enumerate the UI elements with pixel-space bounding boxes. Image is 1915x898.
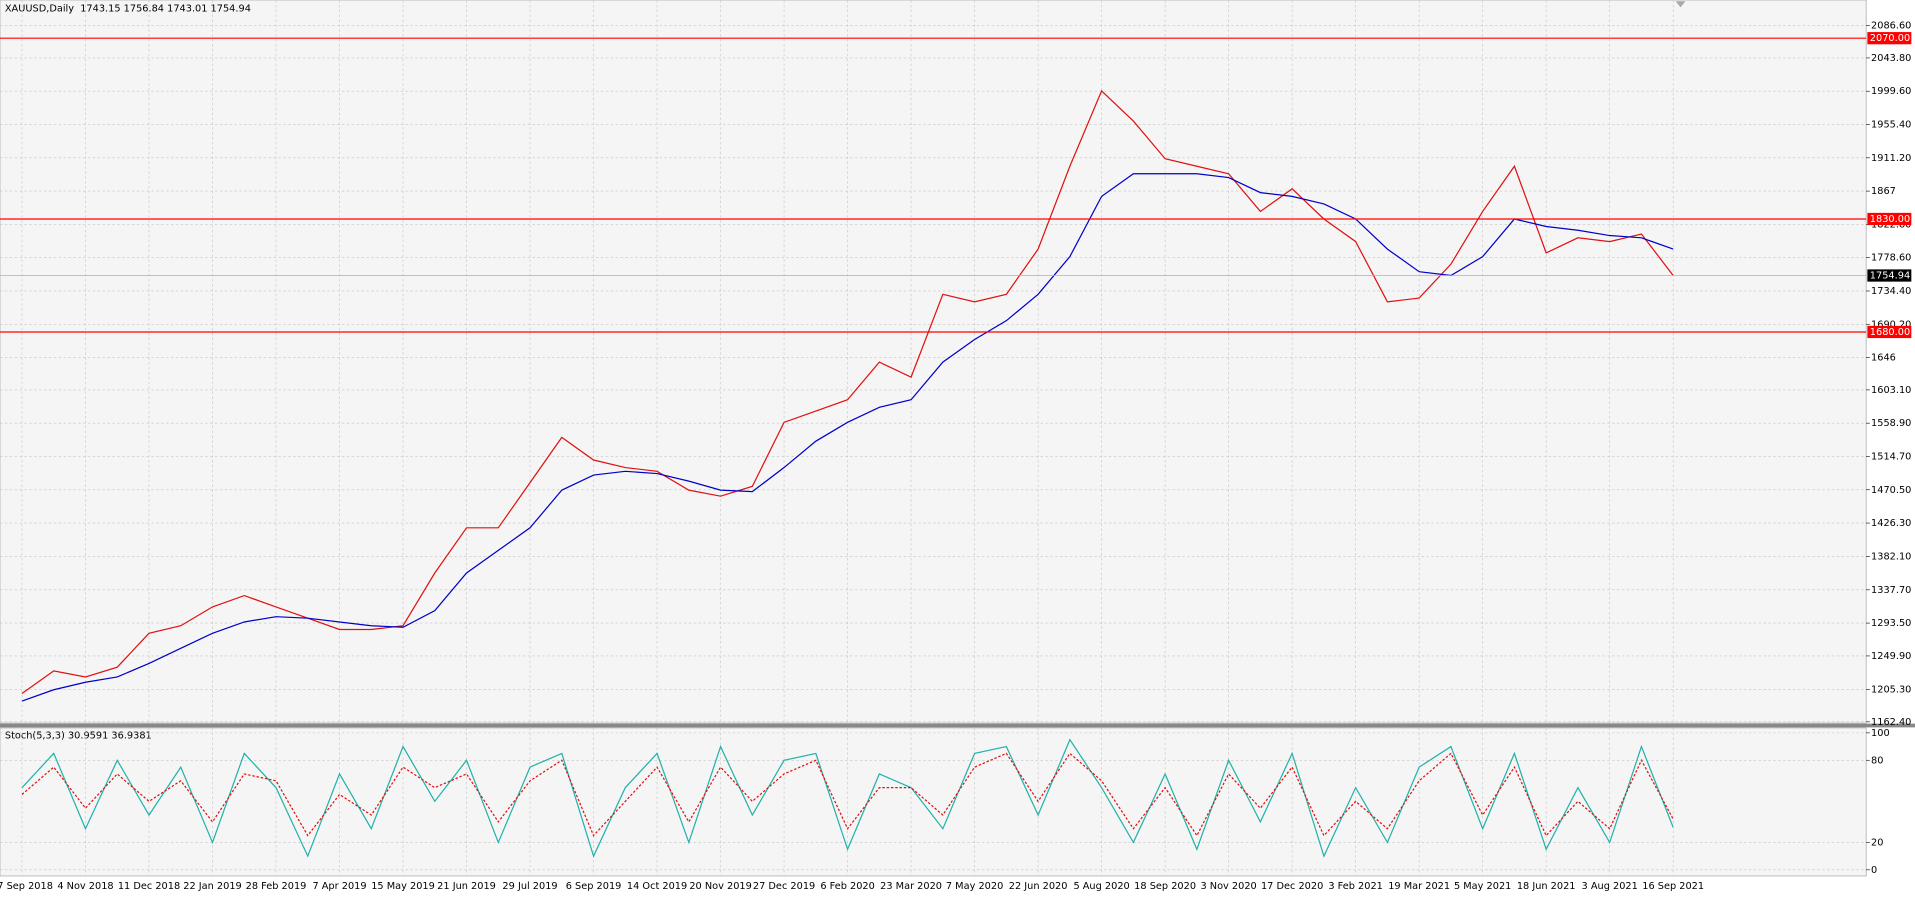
y-tick-label: 80	[1871, 755, 1883, 766]
x-tick-label: 7 May 2020	[946, 881, 1003, 892]
y-tick-label: 1999.60	[1871, 86, 1911, 97]
level-label: 1680.00	[1870, 327, 1910, 338]
x-tick-label: 3 Nov 2020	[1200, 881, 1256, 892]
x-tick-label: 27 Sep 2018	[0, 881, 53, 892]
y-tick-label: 1911.20	[1871, 153, 1911, 164]
y-tick-label: 1337.70	[1871, 585, 1911, 596]
y-tick-label: 1558.90	[1871, 418, 1911, 429]
y-tick-label: 1205.30	[1871, 685, 1911, 696]
stoch-panel	[0, 727, 1867, 877]
x-tick-label: 5 May 2021	[1454, 881, 1511, 892]
x-tick-label: 19 Mar 2021	[1388, 881, 1450, 892]
y-tick-label: 1293.50	[1871, 618, 1911, 629]
y-tick-label: 2043.80	[1871, 53, 1911, 64]
x-tick-label: 6 Feb 2020	[820, 881, 875, 892]
y-tick-label: 1690.20	[1871, 319, 1911, 330]
price-label: 1754.94	[1870, 271, 1910, 282]
main-panel	[0, 0, 1867, 724]
series-line	[21, 752, 1674, 837]
x-tick-label: 22 Jan 2019	[183, 881, 241, 892]
y-tick-label: 1249.90	[1871, 651, 1911, 662]
x-tick-label: 7 Apr 2019	[312, 881, 366, 892]
y-tick-label: 1734.40	[1871, 286, 1911, 297]
y-tick-label: 1867	[1871, 186, 1896, 197]
x-tick-label: 21 Jun 2019	[437, 881, 496, 892]
level-label-bg	[1867, 325, 1912, 339]
x-tick-label: 27 Dec 2019	[753, 881, 815, 892]
x-tick-label: 6 Sep 2019	[566, 881, 622, 892]
y-tick-label: 0	[1871, 865, 1877, 876]
y-tick-label: 1426.30	[1871, 518, 1911, 529]
price-label-bg	[1867, 269, 1912, 282]
y-tick-label: 20	[1871, 837, 1883, 848]
y-tick-label: 2086.60	[1871, 21, 1911, 32]
x-tick-label: 14 Oct 2019	[627, 881, 687, 892]
x-tick-label: 17 Dec 2020	[1261, 881, 1323, 892]
level-label-bg	[1867, 32, 1912, 45]
y-tick-label: 1603.10	[1871, 385, 1911, 396]
x-tick-label: 3 Feb 2021	[1328, 881, 1383, 892]
y-tick-label: 100	[1871, 728, 1890, 739]
level-label-bg	[1867, 212, 1912, 226]
x-tick-label: 16 Sep 2021	[1642, 881, 1704, 892]
series-line	[21, 738, 1674, 858]
x-tick-label: 20 Nov 2019	[689, 881, 751, 892]
shift-marker	[1675, 1, 1686, 8]
y-tick-label: 1514.70	[1871, 451, 1911, 462]
y-tick-label: 1382.10	[1871, 551, 1911, 562]
series-line	[21, 173, 1674, 702]
x-tick-label: 29 Jul 2019	[502, 881, 557, 892]
x-tick-label: 18 Jun 2021	[1517, 881, 1576, 892]
x-tick-label: 4 Nov 2018	[57, 881, 113, 892]
level-label: 1830.00	[1870, 214, 1910, 225]
x-tick-label: 3 Aug 2021	[1582, 881, 1638, 892]
stoch-title: Stoch(5,3,3) 30.9591 36.9381	[5, 730, 152, 741]
x-tick-label: 22 Jun 2020	[1009, 881, 1068, 892]
x-tick-label: 28 Feb 2019	[246, 881, 307, 892]
level-label: 2070.00	[1870, 33, 1910, 44]
x-tick-label: 15 May 2019	[371, 881, 435, 892]
y-tick-label: 1162.40	[1871, 717, 1911, 728]
y-tick-label: 1955.40	[1871, 120, 1911, 131]
x-tick-label: 18 Sep 2020	[1134, 881, 1196, 892]
x-tick-label: 5 Aug 2020	[1073, 881, 1129, 892]
y-tick-label: 1470.50	[1871, 485, 1911, 496]
y-tick-label: 1778.60	[1871, 253, 1911, 264]
chart-title: XAUUSD,Daily 1743.15 1756.84 1743.01 175…	[5, 4, 251, 15]
x-tick-label: 11 Dec 2018	[118, 881, 180, 892]
series-line	[21, 89, 1674, 695]
y-tick-label: 1646	[1871, 353, 1896, 364]
x-tick-label: 23 Mar 2020	[880, 881, 942, 892]
